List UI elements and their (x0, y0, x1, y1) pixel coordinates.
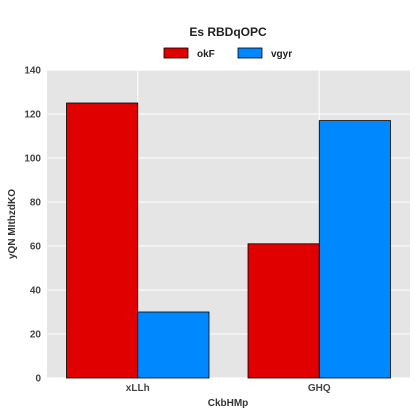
legend-label-vgyr: vgyr (271, 49, 292, 60)
legend-swatch-okF (163, 47, 189, 59)
chart-title: Es RBDqOPC (189, 25, 267, 39)
x-tick-label: GHQ (308, 383, 331, 394)
y-tick-label: 60 (30, 242, 42, 253)
y-tick-label: 140 (24, 66, 41, 77)
bar-vgyr-xLLh (137, 311, 210, 379)
y-tick-label: 100 (24, 154, 41, 165)
bar-vgyr-GHQ (318, 120, 391, 379)
y-tick-label: 120 (24, 110, 41, 121)
legend-label-okF: okF (197, 49, 215, 60)
plot-area: 0 20 40 60 80 100 120 140 xLLh GHQ (24, 66, 410, 394)
bar-okF-GHQ (247, 243, 320, 379)
y-tick-label: 0 (35, 374, 41, 385)
x-axis-label: CkbHMp (208, 398, 249, 409)
y-tick-label: 40 (30, 286, 42, 297)
legend: okF vgyr (163, 47, 292, 60)
y-tick-label: 80 (30, 198, 42, 209)
bar-okF-xLLh (66, 102, 139, 379)
y-tick-label: 20 (30, 330, 42, 341)
y-axis-label: yQN MIthzdKO (7, 189, 18, 259)
legend-swatch-vgyr (237, 47, 263, 59)
x-tick-label: xLLh (126, 383, 150, 394)
